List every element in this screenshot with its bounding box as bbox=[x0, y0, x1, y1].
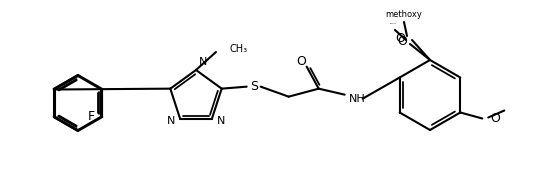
Text: N: N bbox=[167, 116, 175, 126]
Text: O: O bbox=[395, 31, 405, 44]
Text: methoxy: methoxy bbox=[385, 10, 423, 19]
Text: CH₃: CH₃ bbox=[230, 44, 248, 54]
Text: N: N bbox=[199, 57, 207, 67]
Text: methoxy2: methoxy2 bbox=[389, 22, 396, 24]
Text: S: S bbox=[250, 80, 258, 93]
Text: O: O bbox=[490, 112, 500, 125]
Text: N: N bbox=[217, 116, 225, 126]
Text: NH: NH bbox=[349, 94, 365, 104]
Text: F: F bbox=[88, 110, 95, 123]
Text: O: O bbox=[397, 35, 407, 48]
Text: O: O bbox=[296, 55, 307, 68]
